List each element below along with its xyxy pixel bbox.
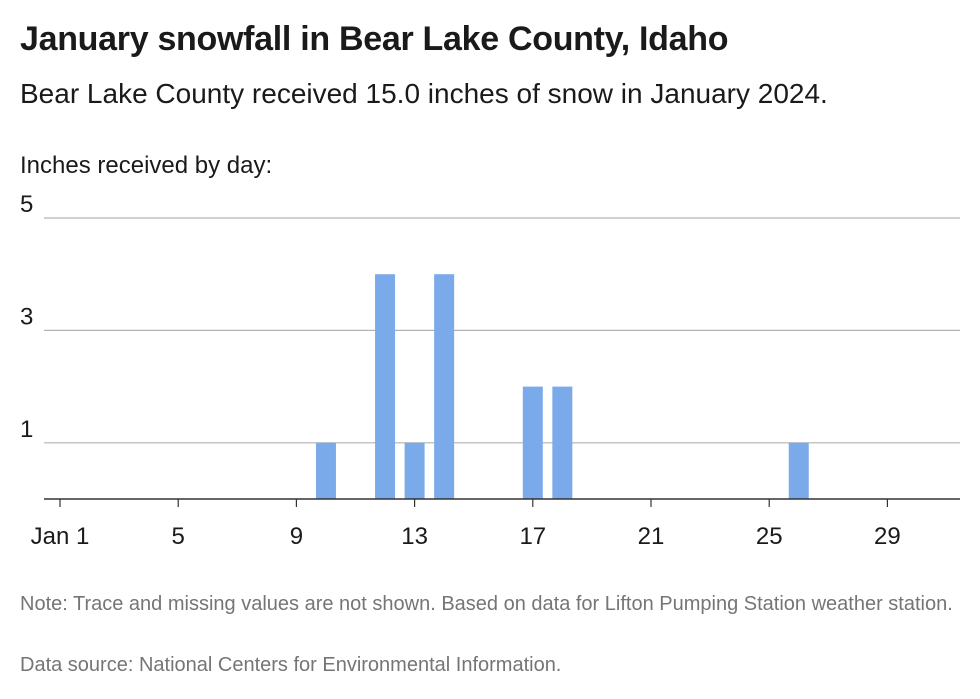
data-source: Data source: National Centers for Enviro… bbox=[20, 654, 562, 676]
y-axis-caption: Inches received by day: bbox=[20, 152, 273, 179]
x-axis: Jan 1 5 9 13 17 21 25 29 bbox=[31, 498, 960, 550]
bar-day-26 bbox=[788, 442, 809, 499]
x-tick-label: 21 bbox=[638, 523, 665, 550]
bar-day-17 bbox=[522, 386, 543, 499]
x-tick-label: 5 bbox=[172, 523, 185, 550]
x-tick-label: 13 bbox=[401, 523, 428, 550]
x-tick-label: 9 bbox=[290, 523, 303, 550]
bars bbox=[315, 274, 809, 499]
bar-day-10 bbox=[315, 442, 336, 499]
bar-day-14 bbox=[434, 274, 455, 499]
bar-day-12 bbox=[375, 274, 396, 499]
bar-chart: 135 Jan 1 5 9 13 17 21 25 29 bbox=[20, 191, 960, 550]
x-tick-label: 29 bbox=[874, 523, 901, 550]
x-tick-label: 17 bbox=[519, 523, 546, 550]
bar-day-13 bbox=[404, 442, 425, 499]
x-tick-label: 25 bbox=[756, 523, 783, 550]
bar-day-18 bbox=[552, 386, 573, 499]
gridlines: 1 3 5 bbox=[20, 191, 960, 444]
chart-subtitle: Bear Lake County received 15.0 inches of… bbox=[20, 78, 828, 109]
chart-title: January snowfall in Bear Lake County, Id… bbox=[20, 20, 729, 58]
chart-note: Note: Trace and missing values are not s… bbox=[20, 593, 953, 615]
y-tick-label: 3 bbox=[20, 303, 33, 330]
x-tick-label: Jan 1 bbox=[31, 523, 90, 550]
y-tick-label: 1 bbox=[20, 416, 33, 443]
y-tick-label: 5 bbox=[20, 191, 33, 218]
